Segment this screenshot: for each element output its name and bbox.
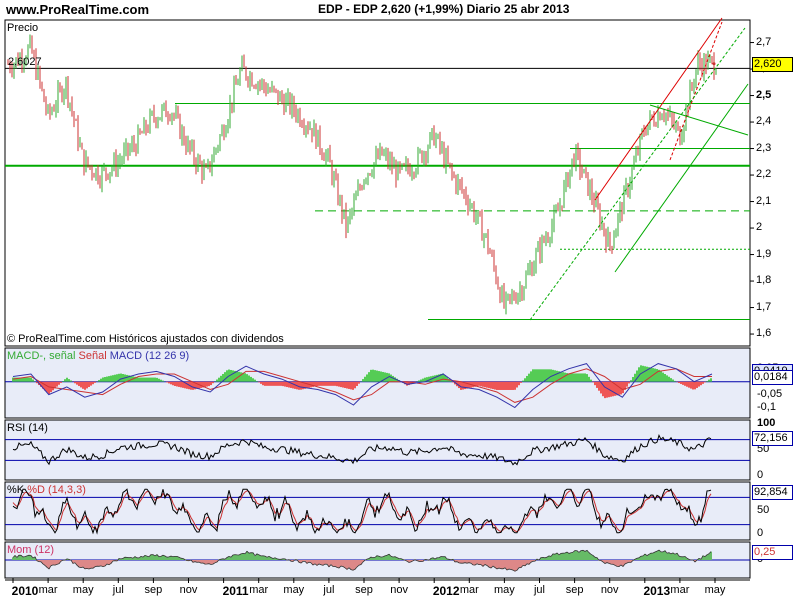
macd-histogram [12, 365, 712, 399]
stochastic-k-line [12, 488, 712, 535]
stochastic-panel-title: %K %D (14,3,3) [7, 484, 86, 496]
price-panel-footer: © ProRealTime.com Históricos ajustados c… [7, 333, 284, 345]
x-axis-tick-label: jul [323, 584, 335, 596]
x-axis-tick-label: may [494, 584, 515, 596]
x-axis-tick-label: may [283, 584, 305, 596]
macd-signal-line [12, 368, 712, 403]
price-panel-title: Precio [7, 22, 39, 34]
price-y-tick-label: 2 [756, 221, 763, 234]
price-y-tick-label: 1,6 [756, 327, 772, 340]
x-axis-tick-label: jul [112, 584, 124, 596]
price-y-tick-label: 1,9 [756, 247, 772, 260]
momentum-last-value-box: 0,25 [752, 545, 793, 561]
macd-y-tick-label: -0,05 [757, 387, 783, 400]
macd-panel-title: MACD-, señal Señal MACD (12 26 9) [7, 350, 189, 362]
x-axis-tick-label: sep [144, 584, 163, 596]
price-y-tick-label: 2,4 [756, 115, 772, 128]
x-axis-tick-label: nov [390, 584, 408, 596]
price-last-value-box: 2,620 [752, 56, 793, 72]
stochastic-title-part: %D (14,3,3) [27, 484, 86, 496]
rsi-y-tick-label: 0 [757, 469, 764, 481]
rsi-last-value-box: 72,156 [752, 431, 793, 447]
macd-title-part: MACD (12 26 9) [109, 350, 190, 362]
price-y-tick-label: 2,5 [756, 88, 772, 101]
x-axis-tick-label: 2010 [11, 584, 39, 598]
x-axis-tick-label: mar [249, 584, 269, 596]
momentum-panel-title: Mom (12) [7, 544, 55, 556]
stochastic-y-tick-label: 50 [757, 504, 770, 516]
site-name: www.ProRealTime.com [6, 2, 150, 17]
price-y-tick-label: 2,1 [756, 194, 772, 207]
x-axis-tick-label: mar [38, 584, 58, 596]
trend-red-dotted-line [669, 21, 723, 161]
macd-last-value-box: 0,0184 [752, 369, 793, 385]
macd-y-tick-label: -0,1 [757, 400, 776, 413]
x-axis-tick-label: mar [459, 584, 479, 596]
momentum-line [12, 549, 712, 572]
rsi-y-tick-label: 100 [757, 417, 776, 429]
price-y-tick-label: 2,7 [756, 35, 772, 48]
x-axis-tick-label: sep [355, 584, 373, 596]
price-last-point [712, 62, 716, 66]
macd-title-part: Señal [78, 350, 110, 362]
price-panel-frame [4, 19, 751, 347]
trend-green-dotted-line [529, 27, 746, 321]
price-y-tick-label: 1,7 [756, 300, 772, 313]
rsi-panel-title: RSI (14) [7, 422, 48, 434]
rsi-panel-frame [4, 419, 751, 481]
x-axis-tick-label: jul [533, 584, 546, 596]
rsi-line [12, 434, 712, 466]
stochastic-d-line [12, 489, 712, 533]
stochastic-y-tick-label: 0 [757, 526, 764, 539]
momentum-bars [12, 550, 712, 572]
x-axis-tick-label: may [704, 584, 726, 596]
x-axis-tick-label: sep [565, 584, 584, 596]
price-y-tick-label: 2,3 [756, 141, 772, 154]
macd-title-part: MACD-, señal [7, 350, 79, 362]
price-marked-level-label: 2,6027 [8, 56, 42, 69]
x-axis-tick-label: 2012 [432, 584, 460, 598]
x-axis-tick-label: nov [600, 584, 619, 596]
price-y-tick-label: 2,2 [756, 168, 772, 181]
trend-red-line [594, 17, 723, 201]
chart-header-title: EDP - EDP 2,620 (+1,99%) Diario 25 abr 2… [318, 2, 570, 16]
x-axis-tick-label: 2011 [222, 584, 249, 598]
price-candles [7, 34, 717, 315]
sto-panel-frame [4, 481, 751, 541]
stochastic-last-value-box: 92,854 [752, 484, 793, 500]
stochastic-title-part: %K [7, 484, 28, 496]
macd-line [12, 363, 713, 409]
x-axis-tick-label: 2013 [643, 584, 671, 598]
x-axis-tick-label: mar [670, 584, 690, 596]
price-y-tick-label: 1,8 [756, 274, 772, 287]
trend-green-channel-line [614, 83, 749, 273]
x-axis-tick-label: nov [179, 584, 198, 596]
trend-green-resistance-line [649, 104, 749, 136]
x-axis-tick-label: may [72, 584, 94, 596]
